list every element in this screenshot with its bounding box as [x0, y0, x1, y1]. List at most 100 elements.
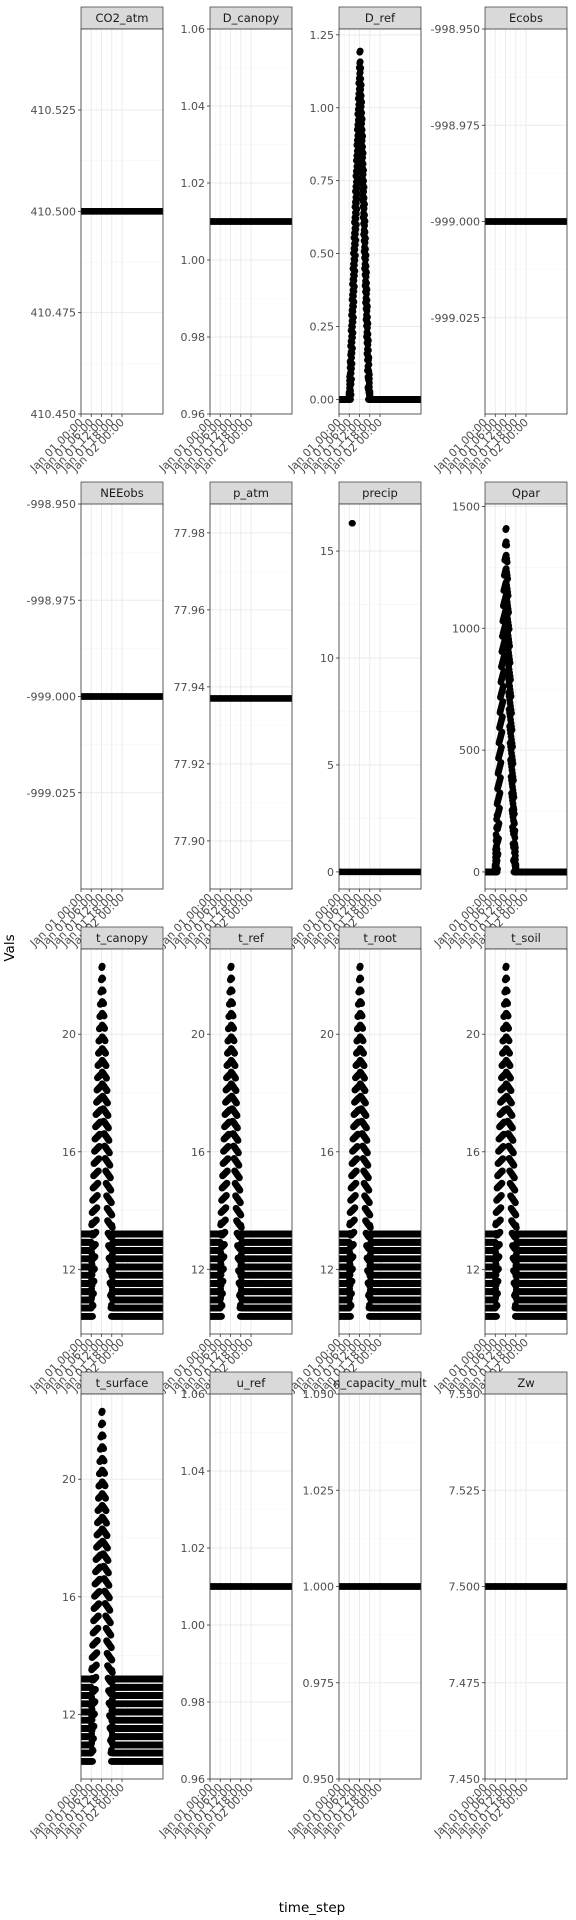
strip-label-t-canopy: t_canopy — [96, 931, 148, 945]
data-point — [357, 64, 365, 72]
y-tick-label: -998.950 — [27, 498, 76, 511]
data-point — [511, 810, 518, 818]
data-point — [106, 1149, 113, 1157]
y-tick-label: 0.00 — [310, 393, 335, 406]
data-point — [511, 820, 518, 827]
data-point — [360, 194, 368, 202]
y-tick-label: -998.950 — [431, 23, 480, 36]
data-point — [503, 558, 511, 566]
data-point — [107, 1174, 114, 1182]
data-point — [361, 228, 369, 236]
data-point — [360, 166, 367, 174]
strip-label-co2-atm: CO2_atm — [96, 11, 149, 25]
data-point — [104, 1099, 111, 1107]
data-point — [352, 252, 359, 259]
data-point — [508, 709, 515, 717]
data-point — [288, 218, 292, 225]
data-point — [364, 330, 372, 338]
points-p-atm — [210, 695, 292, 702]
data-point — [361, 217, 369, 225]
data-point — [499, 698, 507, 705]
data-point — [102, 1049, 109, 1057]
data-point — [512, 860, 520, 868]
data-point — [417, 868, 421, 876]
data-point — [357, 92, 365, 100]
data-point — [362, 234, 369, 242]
data-point — [502, 525, 510, 532]
y-tick-label: 0.96 — [181, 408, 206, 421]
points-t-canopy — [81, 962, 163, 1320]
data-point — [504, 575, 512, 583]
y-tick-label: -999.025 — [431, 312, 480, 325]
data-point — [353, 205, 361, 213]
data-point — [365, 361, 373, 368]
data-point — [107, 1199, 115, 1207]
data-point — [99, 987, 107, 995]
data-point — [91, 1253, 99, 1261]
y-tick-label: 410.450 — [31, 408, 77, 421]
data-point — [361, 200, 368, 208]
data-point — [98, 962, 106, 970]
data-point — [510, 776, 517, 784]
data-point — [362, 251, 370, 259]
data-point — [350, 298, 358, 306]
points-d-canopy — [210, 218, 292, 225]
data-point — [92, 1228, 100, 1236]
data-point — [498, 728, 506, 736]
data-point — [95, 1155, 103, 1163]
data-point — [508, 726, 516, 734]
data-point — [94, 1192, 101, 1199]
facet-neeobs: NEEobs-999.025-999.000-998.975-998.950Ja… — [27, 481, 164, 950]
data-point — [496, 804, 503, 812]
data-point — [361, 211, 368, 219]
data-point — [362, 245, 369, 253]
data-point — [99, 975, 107, 983]
data-point — [563, 218, 567, 225]
data-point — [365, 346, 372, 354]
data-point — [363, 279, 370, 287]
data-point — [363, 269, 370, 276]
data-point — [353, 190, 361, 198]
data-point — [359, 132, 367, 140]
data-point — [101, 1025, 109, 1032]
points-neeobs — [81, 693, 163, 700]
data-point — [360, 177, 367, 185]
strip-label-d-ref: D_ref — [365, 11, 396, 25]
data-point — [507, 676, 514, 683]
points-qpar — [485, 525, 567, 876]
y-tick-label: 77.92 — [174, 758, 206, 771]
data-point — [364, 303, 371, 310]
data-point — [90, 1277, 98, 1285]
data-point — [365, 337, 372, 344]
data-point — [92, 1241, 99, 1248]
data-point — [159, 693, 163, 700]
data-point — [89, 1302, 97, 1310]
data-point — [505, 608, 513, 616]
y-tick-label: 500 — [459, 744, 480, 757]
y-tick-label: 1.00 — [181, 254, 206, 267]
y-tick-label: 15 — [320, 545, 334, 558]
data-point — [103, 1074, 110, 1082]
data-point — [497, 774, 504, 782]
data-point — [94, 1179, 102, 1187]
data-point — [159, 208, 163, 215]
y-tick-label: -999.000 — [27, 691, 76, 704]
points-co2-atm — [81, 208, 163, 215]
points-precip — [339, 520, 421, 876]
data-point — [356, 58, 364, 66]
data-point — [500, 667, 508, 675]
data-point — [359, 160, 367, 168]
data-point — [93, 1216, 100, 1224]
data-point — [511, 827, 519, 835]
y-tick-label: 5 — [327, 759, 334, 772]
data-point — [357, 75, 365, 83]
data-point — [365, 354, 373, 361]
data-point — [352, 221, 360, 229]
strip-label-ecobs: Ecobs — [509, 11, 543, 25]
data-point — [498, 713, 506, 721]
data-point — [101, 1037, 109, 1045]
y-tick-label: 77.98 — [174, 527, 206, 540]
data-point — [362, 262, 370, 270]
y-tick-label: 0.98 — [181, 331, 206, 344]
